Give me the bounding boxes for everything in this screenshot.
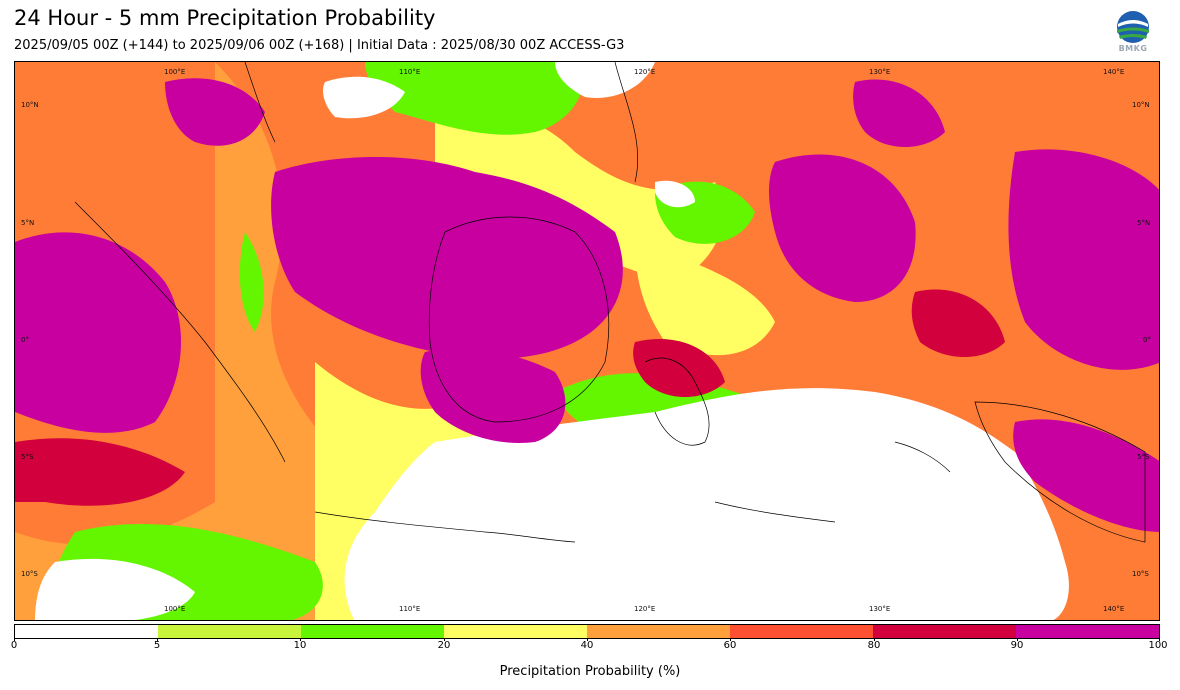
colorbar-tick-label: 0 bbox=[10, 640, 18, 651]
colorbar-tickmark bbox=[157, 638, 158, 641]
lat-label-right: 0° bbox=[1143, 336, 1151, 344]
colorbar-tick-label: 100 bbox=[1148, 640, 1168, 651]
chart-subtitle: 2025/09/05 00Z (+144) to 2025/09/06 00Z … bbox=[14, 38, 625, 53]
lat-label-right: 5°S bbox=[1137, 453, 1150, 461]
colorbar-tick-label: 80 bbox=[867, 640, 881, 651]
bmkg-logo-icon bbox=[1117, 11, 1149, 43]
logo-text: BMKG bbox=[1118, 44, 1148, 53]
lat-label-left: 5°N bbox=[21, 219, 35, 227]
lon-label-bottom: 110°E bbox=[399, 605, 421, 613]
lon-label-bottom: 120°E bbox=[634, 605, 656, 613]
lon-label-top: 100°E bbox=[164, 68, 186, 76]
colorbar-tickmark bbox=[444, 638, 445, 641]
colorbar-tickmark bbox=[730, 638, 731, 641]
colorbar bbox=[14, 624, 1160, 639]
lat-label-left: 10°N bbox=[21, 101, 39, 109]
lon-label-top: 130°E bbox=[869, 68, 891, 76]
colorbar-tick-label: 40 bbox=[580, 640, 594, 651]
lat-label-left: 5°S bbox=[21, 453, 34, 461]
lon-label-top: 140°E bbox=[1103, 68, 1125, 76]
colorbar-segment bbox=[873, 625, 1016, 638]
colorbar-tickmark bbox=[874, 638, 875, 641]
colorbar-tickmark bbox=[1017, 638, 1018, 641]
lat-label-left: 10°S bbox=[21, 570, 38, 578]
lat-label-left: 0° bbox=[21, 336, 29, 344]
lon-label-bottom: 100°E bbox=[164, 605, 186, 613]
colorbar-label: Precipitation Probability (%) bbox=[499, 664, 681, 679]
colorbar-segment bbox=[730, 625, 873, 638]
lon-label-bottom: 140°E bbox=[1103, 605, 1125, 613]
colorbar-tickmark bbox=[14, 638, 15, 641]
colorbar-tickmark bbox=[300, 638, 301, 641]
colorbar-segment bbox=[444, 625, 587, 638]
colorbar-tick-label: 20 bbox=[437, 640, 451, 651]
colorbar-segment bbox=[587, 625, 730, 638]
lat-label-right: 10°S bbox=[1132, 570, 1149, 578]
colorbar-tick-label: 60 bbox=[723, 640, 737, 651]
colorbar-tickmark bbox=[1159, 638, 1160, 641]
colorbar-segment bbox=[158, 625, 301, 638]
colorbar-segment bbox=[301, 625, 444, 638]
colorbar-tick-label: 10 bbox=[293, 640, 307, 651]
colorbar-tickmark bbox=[587, 638, 588, 641]
precipitation-map: 100°E 110°E 120°E 130°E 140°E 100°E 110°… bbox=[14, 61, 1160, 621]
colorbar-segment bbox=[1016, 625, 1159, 638]
colorbar-segment bbox=[15, 625, 158, 638]
lon-label-bottom: 130°E bbox=[869, 605, 891, 613]
lat-label-right: 5°N bbox=[1137, 219, 1151, 227]
colorbar-tick-label: 90 bbox=[1010, 640, 1024, 651]
lon-label-top: 120°E bbox=[634, 68, 656, 76]
lon-label-top: 110°E bbox=[399, 68, 421, 76]
chart-title: 24 Hour - 5 mm Precipitation Probability bbox=[14, 6, 436, 30]
map-canvas bbox=[15, 62, 1159, 620]
colorbar-tick-label: 5 bbox=[153, 640, 161, 651]
lat-label-right: 10°N bbox=[1132, 101, 1150, 109]
